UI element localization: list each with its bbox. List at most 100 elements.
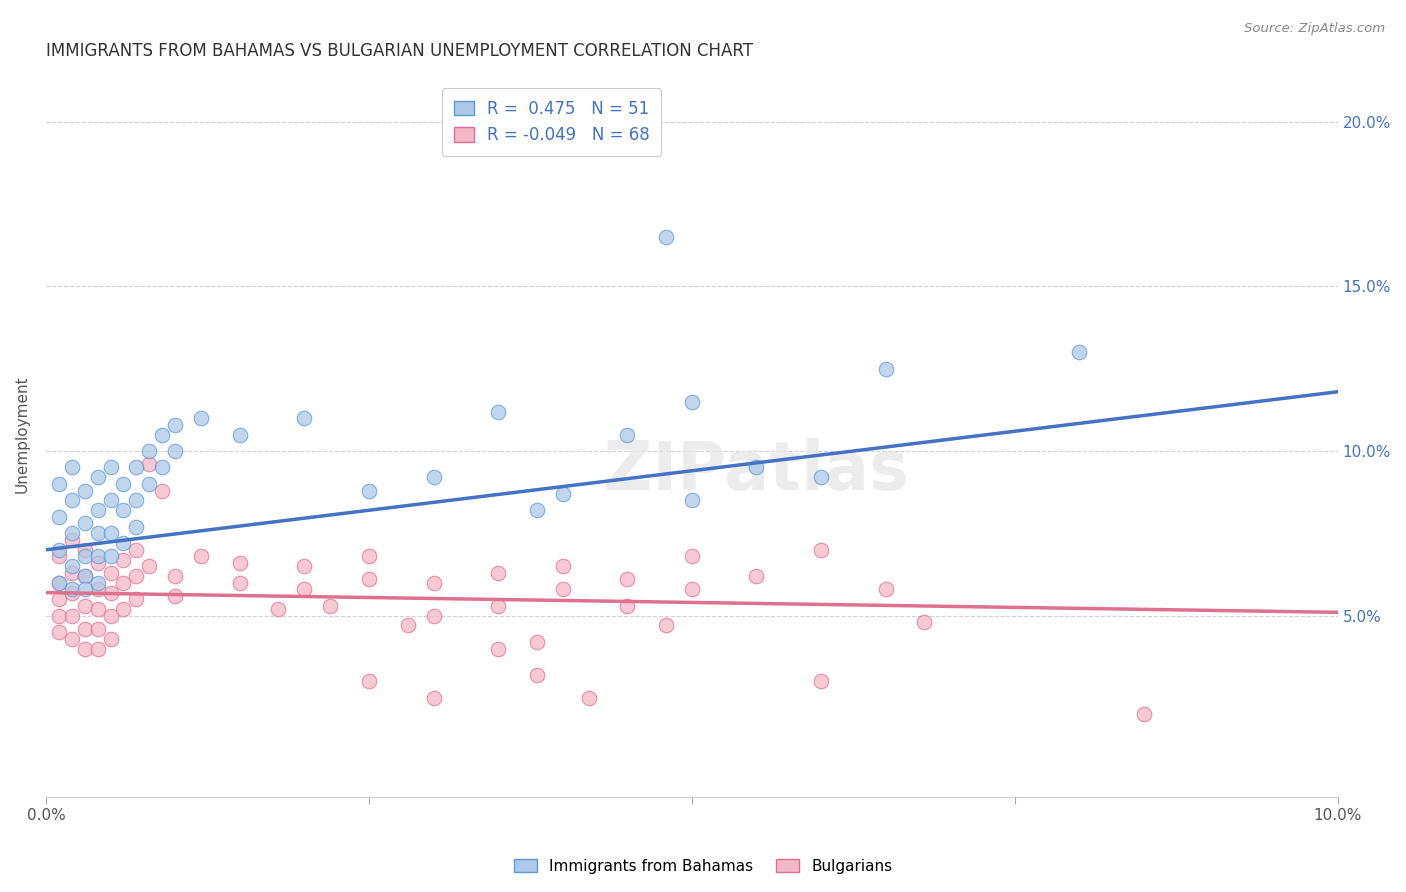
Point — [73, 542, 96, 557]
Point — [138, 444, 160, 458]
Point — [190, 549, 212, 564]
Point — [138, 477, 160, 491]
Point — [86, 470, 108, 484]
Point — [86, 526, 108, 541]
Point — [229, 427, 252, 442]
Point — [138, 559, 160, 574]
Point — [150, 427, 173, 442]
Point — [486, 641, 509, 656]
Point — [1069, 345, 1091, 359]
Point — [60, 608, 83, 623]
Point — [486, 566, 509, 580]
Point — [48, 509, 70, 524]
Y-axis label: Unemployment: Unemployment — [15, 376, 30, 493]
Point — [655, 618, 678, 632]
Point — [60, 566, 83, 580]
Point — [48, 625, 70, 640]
Point — [100, 608, 122, 623]
Point — [422, 575, 444, 590]
Point — [551, 582, 574, 597]
Point — [73, 516, 96, 531]
Point — [1133, 707, 1156, 722]
Point — [486, 599, 509, 613]
Point — [165, 444, 187, 458]
Point — [526, 668, 548, 682]
Point — [60, 582, 83, 597]
Point — [190, 411, 212, 425]
Point — [292, 411, 315, 425]
Point — [86, 582, 108, 597]
Point — [86, 575, 108, 590]
Point — [810, 470, 832, 484]
Point — [60, 493, 83, 508]
Point — [165, 569, 187, 583]
Point — [357, 549, 380, 564]
Point — [100, 493, 122, 508]
Point — [100, 549, 122, 564]
Point — [150, 460, 173, 475]
Point — [396, 618, 419, 632]
Point — [86, 556, 108, 570]
Point — [357, 674, 380, 689]
Point — [875, 361, 897, 376]
Point — [138, 457, 160, 471]
Point — [73, 549, 96, 564]
Point — [48, 549, 70, 564]
Point — [86, 641, 108, 656]
Point — [912, 615, 935, 630]
Point — [229, 575, 252, 590]
Point — [267, 602, 290, 616]
Point — [292, 559, 315, 574]
Point — [73, 483, 96, 498]
Point — [681, 549, 703, 564]
Point — [681, 394, 703, 409]
Point — [112, 575, 135, 590]
Point — [422, 690, 444, 705]
Point — [112, 552, 135, 566]
Point — [48, 542, 70, 557]
Point — [112, 602, 135, 616]
Point — [681, 582, 703, 597]
Point — [357, 483, 380, 498]
Point — [48, 608, 70, 623]
Point — [60, 526, 83, 541]
Point — [86, 549, 108, 564]
Point — [551, 487, 574, 501]
Point — [100, 585, 122, 599]
Point — [48, 575, 70, 590]
Point — [60, 632, 83, 646]
Point — [357, 573, 380, 587]
Text: ZIPatlas: ZIPatlas — [605, 438, 908, 504]
Point — [48, 575, 70, 590]
Point — [616, 573, 638, 587]
Point — [681, 493, 703, 508]
Point — [73, 582, 96, 597]
Point — [48, 477, 70, 491]
Point — [319, 599, 342, 613]
Point — [616, 599, 638, 613]
Point — [745, 569, 768, 583]
Point — [526, 635, 548, 649]
Point — [810, 674, 832, 689]
Point — [165, 417, 187, 432]
Point — [165, 589, 187, 603]
Point — [422, 608, 444, 623]
Point — [578, 690, 600, 705]
Point — [60, 460, 83, 475]
Legend: Immigrants from Bahamas, Bulgarians: Immigrants from Bahamas, Bulgarians — [508, 853, 898, 880]
Point — [125, 542, 148, 557]
Point — [73, 599, 96, 613]
Point — [655, 230, 678, 244]
Legend: R =  0.475   N = 51, R = -0.049   N = 68: R = 0.475 N = 51, R = -0.049 N = 68 — [441, 88, 661, 156]
Point — [125, 520, 148, 534]
Point — [73, 641, 96, 656]
Point — [150, 483, 173, 498]
Point — [112, 503, 135, 517]
Point — [422, 470, 444, 484]
Point — [100, 566, 122, 580]
Text: IMMIGRANTS FROM BAHAMAS VS BULGARIAN UNEMPLOYMENT CORRELATION CHART: IMMIGRANTS FROM BAHAMAS VS BULGARIAN UNE… — [46, 42, 754, 60]
Point — [526, 503, 548, 517]
Point — [551, 559, 574, 574]
Point — [48, 592, 70, 607]
Point — [100, 460, 122, 475]
